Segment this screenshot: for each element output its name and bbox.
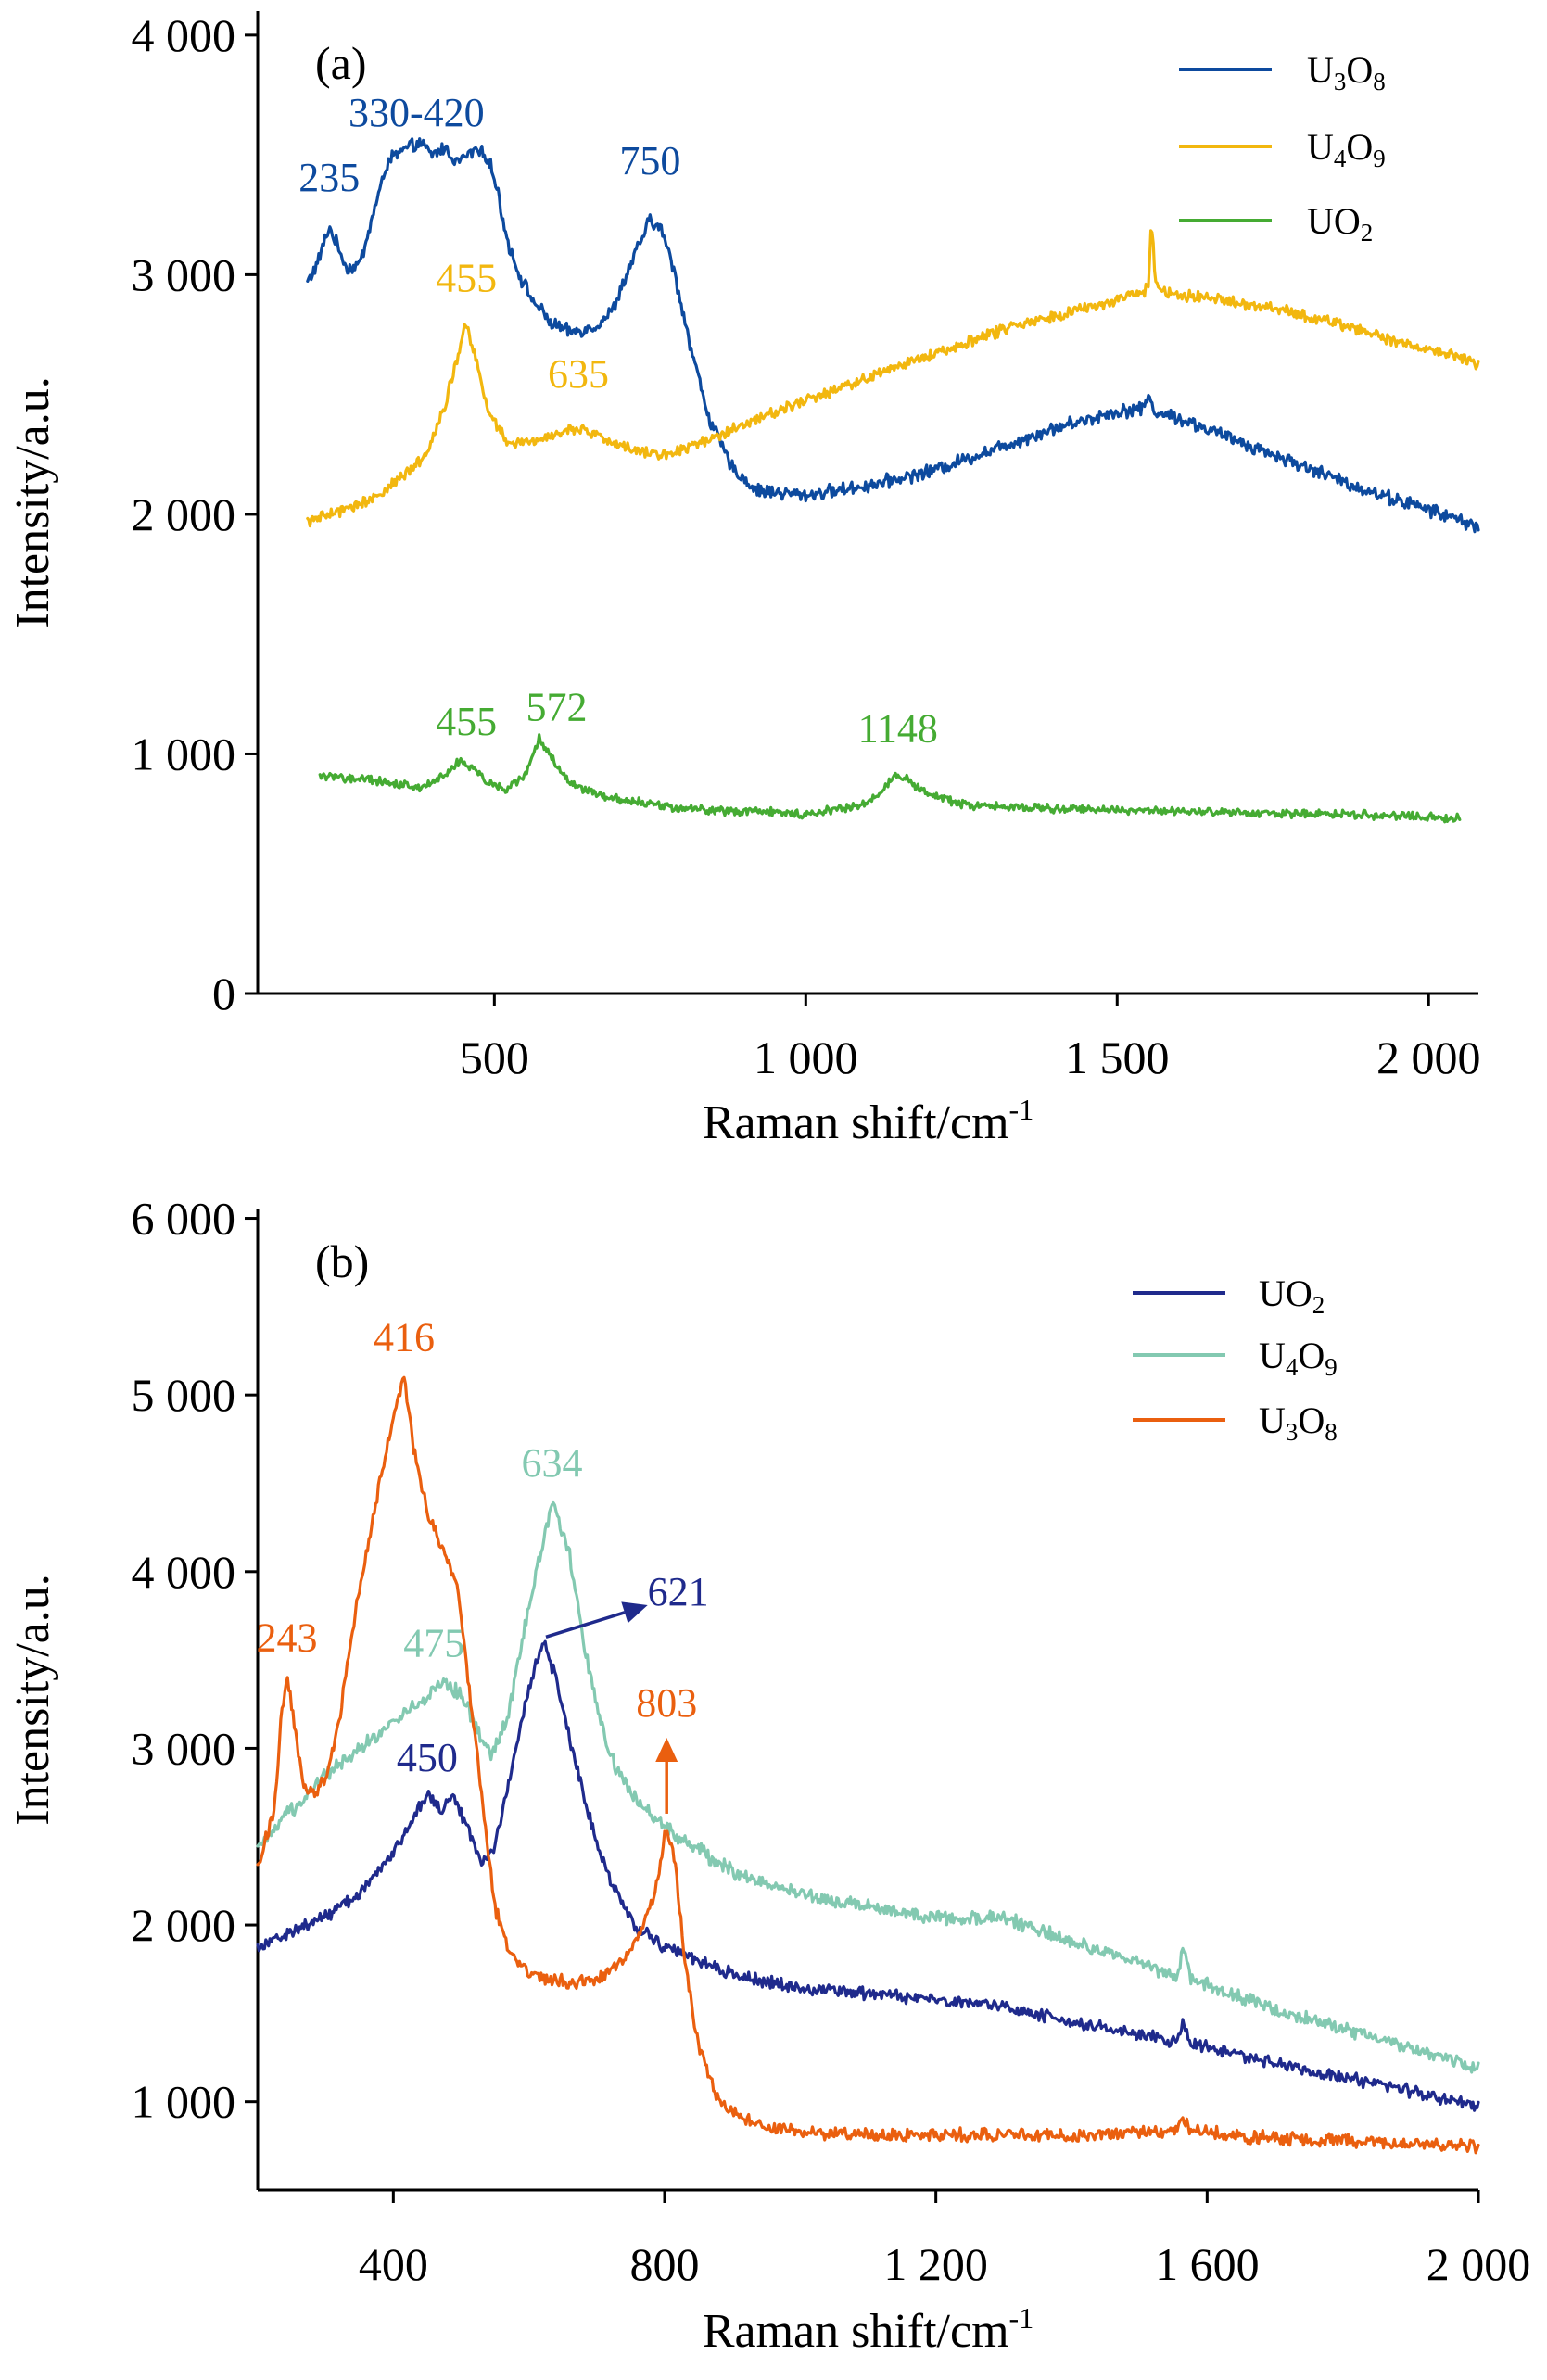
legend-element: UO (1259, 1272, 1312, 1314)
peak-arrow-head (655, 1737, 678, 1762)
panel-label: (a) (315, 37, 367, 89)
peak-label: 803 (636, 1680, 697, 1726)
legend-label: UO2 (1307, 200, 1373, 247)
peak-label: 455 (436, 255, 497, 300)
legend-label: U4O9 (1307, 126, 1386, 172)
legend-element: U (1307, 49, 1334, 91)
x-tick-label: 2 000 (1427, 2238, 1531, 2290)
x-axis-label-text: Raman shift/cm (703, 1096, 1009, 1149)
peak-label: 235 (298, 155, 360, 200)
peak-label: 1148 (858, 706, 938, 752)
legend-subscript: 3 (1334, 68, 1347, 95)
legend-element: U (1259, 1335, 1286, 1376)
series-line-u3o8 (306, 137, 1480, 534)
legend-element: O (1298, 1335, 1325, 1376)
peak-label: 634 (522, 1440, 583, 1486)
peak-label: 243 (256, 1615, 317, 1661)
peak-label: 455 (436, 699, 497, 744)
x-tick-label: 1 600 (1155, 2238, 1260, 2290)
legend-subscript: 2 (1361, 219, 1374, 247)
legend-subscript: 4 (1334, 145, 1347, 172)
legend-subscript: 8 (1373, 68, 1386, 95)
series-line-u4o9 (256, 1500, 1480, 2074)
legend-subscript: 2 (1312, 1291, 1325, 1319)
y-tick-label: 6 000 (132, 1193, 236, 1245)
legend-element: UO (1307, 200, 1361, 242)
peak-arrow-head (621, 1601, 648, 1624)
legend-label: U3O8 (1307, 49, 1386, 95)
panel-a: 0 1 000 2 000 3 000 4 000 500 1 000 1 500 2 000 R… (6, 9, 1480, 1149)
x-axis-label: Raman shift/cm-1 (703, 2301, 1033, 2358)
peak-label: 475 (403, 1620, 464, 1665)
x-tick-label: 1 500 (1065, 1032, 1170, 1083)
x-tick-label: 1 200 (883, 2238, 988, 2290)
peak-label: 416 (374, 1315, 435, 1361)
legend-label: UO2 (1259, 1272, 1325, 1319)
y-axis-label: Intensity/a.u. (6, 1574, 59, 1826)
y-tick-label: 1 000 (132, 2076, 236, 2128)
peak-label: 635 (548, 351, 609, 397)
legend-subscript: 8 (1325, 1418, 1338, 1446)
legend-subscript: 4 (1286, 1353, 1299, 1381)
y-tick-label: 0 (212, 968, 235, 1019)
y-tick-label: 3 000 (132, 248, 236, 300)
legend-label: U4O9 (1259, 1335, 1338, 1381)
series-line-u4o9 (306, 229, 1480, 528)
x-tick-label: 800 (630, 2238, 700, 2290)
series-line-uo2 (318, 733, 1462, 824)
peak-label: 621 (648, 1569, 709, 1614)
y-tick-label: 4 000 (132, 9, 236, 61)
legend-element: O (1298, 1399, 1325, 1441)
panel-label: (b) (315, 1235, 369, 1287)
x-tick-label: 1 000 (754, 1032, 858, 1083)
peak-label: 572 (526, 684, 588, 729)
legend-subscript: 3 (1286, 1418, 1299, 1446)
legend-element: U (1259, 1399, 1286, 1441)
legend-element: U (1307, 126, 1334, 168)
peak-label: 750 (619, 138, 680, 184)
x-axis-label-text: Raman shift/cm (703, 2305, 1009, 2358)
series-line-uo2 (256, 1639, 1480, 2112)
y-axis-label: Intensity/a.u. (6, 376, 59, 628)
legend-label: U3O8 (1259, 1399, 1338, 1446)
legend-subscript: 9 (1325, 1353, 1338, 1381)
y-tick-label: 3 000 (132, 1722, 236, 1774)
peak-label: 450 (397, 1735, 458, 1780)
legend-subscript: 9 (1373, 145, 1386, 172)
x-axis-label-superscript: -1 (1009, 2301, 1034, 2335)
x-axis-label: Raman shift/cm-1 (703, 1093, 1033, 1149)
y-tick-label: 2 000 (132, 1899, 236, 1951)
y-tick-label: 1 000 (132, 728, 236, 779)
y-tick-label: 4 000 (132, 1546, 236, 1598)
x-axis-label-superscript: -1 (1009, 1093, 1034, 1126)
series-line-u3o8 (256, 1375, 1480, 2155)
peak-arrow-shaft (545, 1611, 626, 1639)
legend-element: O (1346, 126, 1373, 168)
x-tick-label: 500 (460, 1032, 529, 1083)
peak-label: 330-420 (349, 90, 485, 135)
x-tick-label: 400 (359, 2238, 428, 2290)
panel-b: 1 000 2 000 3 000 4 000 5 000 6 000 400 800 1 20… (6, 1193, 1530, 2358)
legend-element: O (1346, 49, 1373, 91)
y-tick-label: 2 000 (132, 488, 236, 540)
x-tick-label: 2 000 (1376, 1032, 1481, 1083)
y-tick-label: 5 000 (132, 1369, 236, 1421)
